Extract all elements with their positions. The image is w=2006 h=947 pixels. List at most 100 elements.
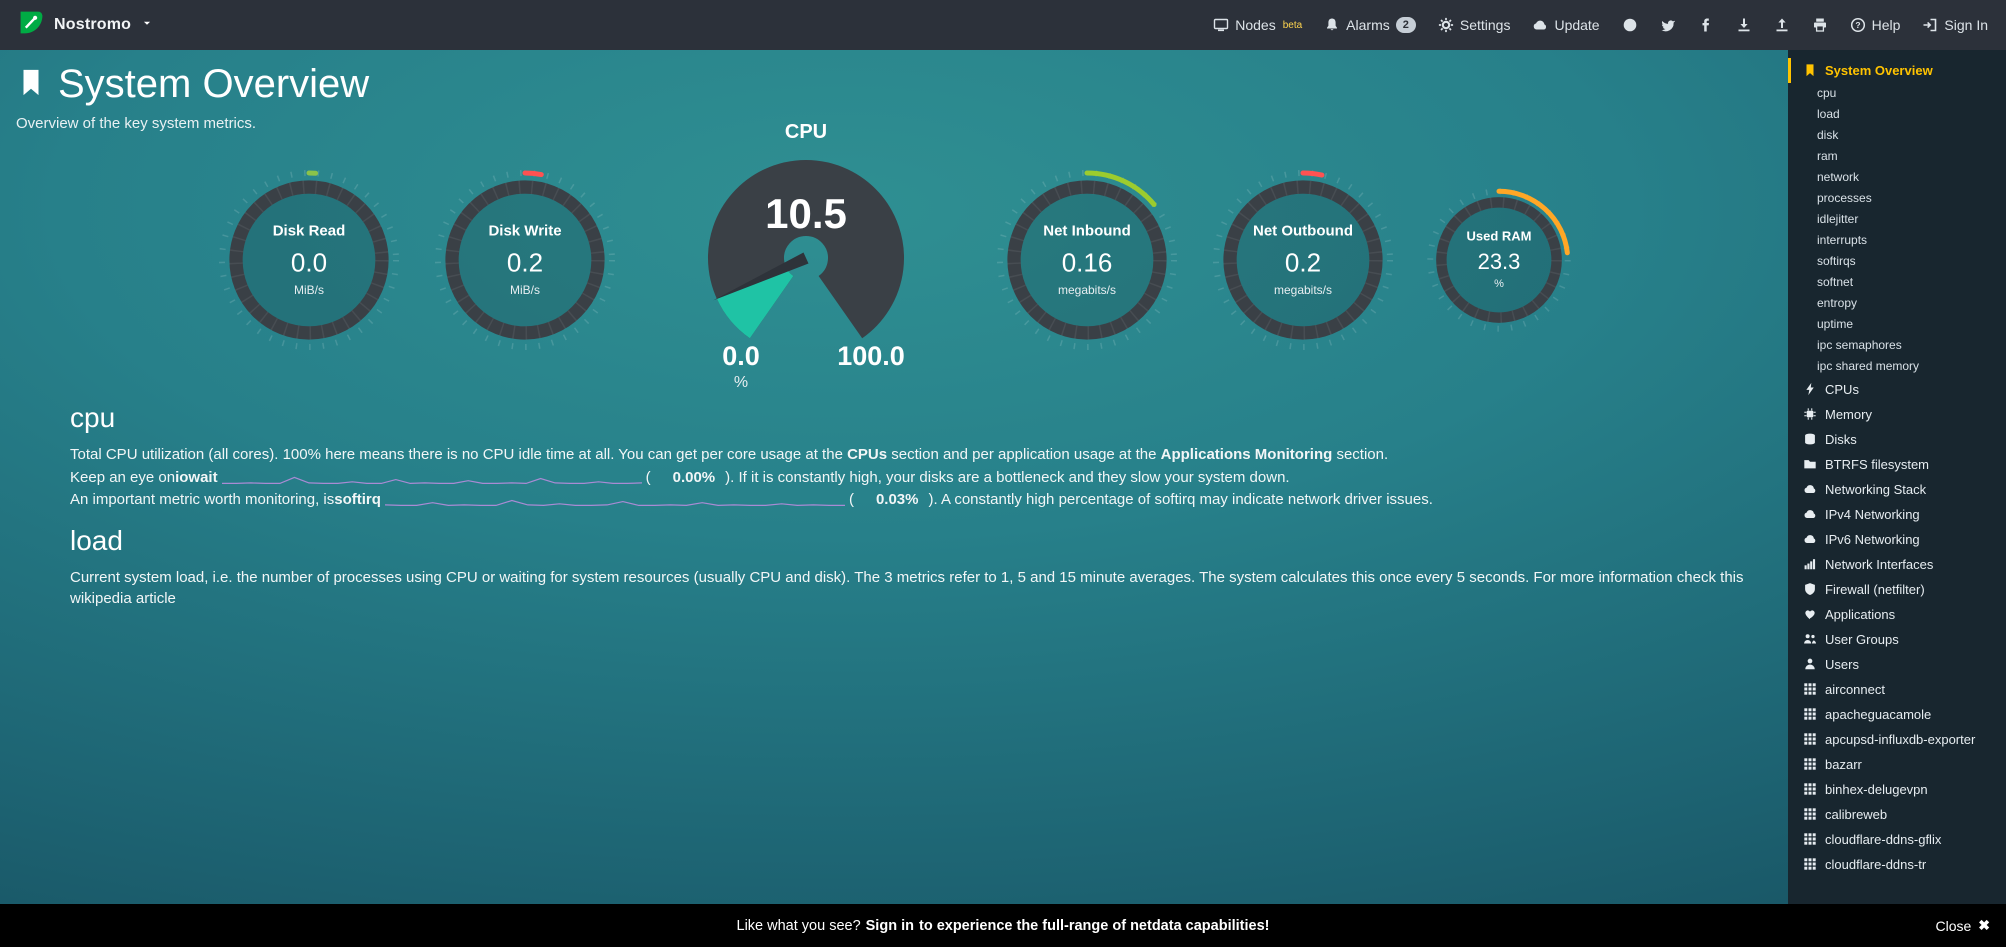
nav-item-github[interactable] xyxy=(1622,17,1638,33)
grid-icon xyxy=(1804,708,1816,720)
sidebar-item-cloudflare-ddns-gflix[interactable]: cloudflare-ddns-gflix xyxy=(1788,827,2000,852)
sidebar-item-idlejitter[interactable]: idlejitter xyxy=(1788,209,2000,230)
github-icon xyxy=(1623,18,1636,32)
nav-label: Update xyxy=(1554,17,1600,33)
sidebar-item-label: Firewall (netfilter) xyxy=(1825,582,1925,597)
sidebar-item-system-overview[interactable]: System Overview xyxy=(1788,58,2000,83)
note-paren-open: ( xyxy=(645,469,651,486)
inline-sparkline-chart[interactable] xyxy=(384,493,845,508)
cpu-description: Total CPU utilization (all cores). 100% … xyxy=(70,444,1762,465)
sidebar-item-softnet[interactable]: softnet xyxy=(1788,272,2000,293)
sidebar-item-apcupsd-influxdb-exporter[interactable]: apcupsd-influxdb-exporter xyxy=(1788,727,2000,752)
bell-icon xyxy=(1327,18,1338,31)
sidebar-item-ipc-semaphores[interactable]: ipc semaphores xyxy=(1788,335,2000,356)
nav-item-help[interactable]: ? Help xyxy=(1850,17,1900,33)
sidebar-item-label: ipc shared memory xyxy=(1817,359,1920,373)
nav-item-update[interactable]: Update xyxy=(1532,17,1600,33)
sidebar-item-network[interactable]: network xyxy=(1788,167,2000,188)
svg-text:%: % xyxy=(1494,278,1504,290)
grid-icon xyxy=(1804,733,1816,745)
text-segment: Applications Monitoring xyxy=(1160,446,1333,463)
sidebar-item-cpu[interactable]: cpu xyxy=(1788,83,2000,104)
sidebar-item-label: Applications xyxy=(1825,607,1896,622)
nav-item-alarms[interactable]: Alarms 2 xyxy=(1324,17,1416,33)
sidebar-item-airconnect[interactable]: airconnect xyxy=(1788,677,2000,702)
sidebar-item-bazarr[interactable]: bazarr xyxy=(1788,752,2000,777)
sidebar-item-apacheguacamole[interactable]: apacheguacamole xyxy=(1788,702,2000,727)
sidebar-item-networking-stack[interactable]: Networking Stack xyxy=(1788,477,2000,502)
nav-item-upload[interactable] xyxy=(1774,17,1790,33)
sidebar-item-label: processes xyxy=(1817,191,1872,205)
gauge-cpu[interactable]: CPU 10.5 0.0 100.0% xyxy=(646,121,966,403)
sidebar-item-cloudflare-ddns-tr[interactable]: cloudflare-ddns-tr xyxy=(1788,852,2000,877)
nav-item-facebook[interactable] xyxy=(1698,17,1714,33)
sidebar-item-firewall-netfilter-[interactable]: Firewall (netfilter) xyxy=(1788,577,2000,602)
sidebar-item-entropy[interactable]: entropy xyxy=(1788,293,2000,314)
page-title-row: System Overview xyxy=(16,62,1788,107)
sidebar-item-applications[interactable]: Applications xyxy=(1788,602,2000,627)
sidebar-item-label: idlejitter xyxy=(1817,212,1859,226)
sidebar-item-user-groups[interactable]: User Groups xyxy=(1788,627,2000,652)
svg-text:10.5: 10.5 xyxy=(765,190,847,237)
svg-text:0.2: 0.2 xyxy=(1285,247,1321,277)
nav-item-settings[interactable]: Settings xyxy=(1438,17,1510,33)
note-value: 0.00% xyxy=(672,469,716,486)
sidebar-item-ipc-shared-memory[interactable]: ipc shared memory xyxy=(1788,356,2000,377)
nav-item-download[interactable] xyxy=(1736,17,1752,33)
sidebar-item-label: System Overview xyxy=(1825,63,1933,78)
netdata-logo[interactable] xyxy=(18,9,45,41)
cpu-notes: Keep an eye on iowait (0.00%). If it is c… xyxy=(16,467,1762,511)
sidebar-item-cpus[interactable]: CPUs xyxy=(1788,377,2000,402)
svg-text:Used RAM: Used RAM xyxy=(1466,228,1531,243)
nav-item-nodes[interactable]: Nodes beta xyxy=(1213,17,1302,33)
grid-icon xyxy=(1804,783,1816,795)
sidebar-item-calibreweb[interactable]: calibreweb xyxy=(1788,802,2000,827)
sidebar-item-network-interfaces[interactable]: Network Interfaces xyxy=(1788,552,2000,577)
sidebar-item-label: calibreweb xyxy=(1825,807,1888,822)
grid-icon xyxy=(1804,808,1816,820)
note-line-iowait: Keep an eye on iowait (0.00%). If it is c… xyxy=(70,467,1762,489)
svg-text:Net Inbound: Net Inbound xyxy=(1043,222,1130,239)
sidebar-item-load[interactable]: load xyxy=(1788,104,2000,125)
gauge-net-inbound[interactable]: Net Inbound 0.16 megabits/s xyxy=(992,165,1182,360)
chevron-down-icon[interactable] xyxy=(140,16,154,35)
sidebar-item-users[interactable]: Users xyxy=(1788,652,2000,677)
text-segment: section. xyxy=(1332,446,1389,463)
nav-label: Nodes xyxy=(1235,17,1276,33)
banner-message-pre: Like what you see? xyxy=(736,917,861,934)
sidebar-item-ipv4-networking[interactable]: IPv4 Networking xyxy=(1788,502,2000,527)
sidebar-item-label: ram xyxy=(1817,149,1838,163)
sidebar-item-processes[interactable]: processes xyxy=(1788,188,2000,209)
note-line-softirq: An important metric worth monitoring, is… xyxy=(70,489,1762,511)
inline-sparkline-chart[interactable] xyxy=(221,471,642,486)
gauge-net-outbound[interactable]: Net Outbound 0.2 megabits/s xyxy=(1208,165,1398,360)
gauge-used-ram[interactable]: Used RAM 23.3% xyxy=(1424,185,1574,340)
sidebar-item-ipv6-networking[interactable]: IPv6 Networking xyxy=(1788,527,2000,552)
node-name-dropdown[interactable]: Nostromo xyxy=(54,16,132,33)
sidebar-item-btrfs-filesystem[interactable]: BTRFS filesystem xyxy=(1788,452,2000,477)
banner-close-button[interactable]: Close ✖ xyxy=(1935,917,1990,934)
sidebar-item-interrupts[interactable]: interrupts xyxy=(1788,230,2000,251)
gauge-disk-write[interactable]: Disk Write 0.2 MiB/s xyxy=(430,165,620,360)
note-metric: softirq xyxy=(334,491,381,508)
sidebar-item-label: uptime xyxy=(1817,317,1854,331)
svg-text:0.0: 0.0 xyxy=(291,247,327,277)
sidebar-item-uptime[interactable]: uptime xyxy=(1788,314,2000,335)
nav-item-print[interactable] xyxy=(1812,17,1828,33)
signin-link[interactable]: Sign in xyxy=(865,917,914,934)
sidebar-item-label: softirqs xyxy=(1817,254,1856,268)
nav-item-signin[interactable]: Sign In xyxy=(1922,17,1988,33)
sidebar-item-softirqs[interactable]: softirqs xyxy=(1788,251,2000,272)
facebook-icon xyxy=(1702,18,1709,32)
sidebar-item-binhex-delugevpn[interactable]: binhex-delugevpn xyxy=(1788,777,2000,802)
sidebar-item-label: disk xyxy=(1817,128,1839,142)
text-segment: section and per application usage at the xyxy=(887,446,1161,463)
sidebar-item-disk[interactable]: disk xyxy=(1788,125,2000,146)
sidebar-item-ram[interactable]: ram xyxy=(1788,146,2000,167)
nav-item-twitter[interactable] xyxy=(1660,17,1676,33)
upload-icon xyxy=(1776,18,1788,32)
sidebar-item-memory[interactable]: Memory xyxy=(1788,402,2000,427)
sidebar-item-disks[interactable]: Disks xyxy=(1788,427,2000,452)
gauge-disk-read[interactable]: Disk Read 0.0 MiB/s xyxy=(214,165,404,360)
disks-icon xyxy=(1805,433,1815,445)
